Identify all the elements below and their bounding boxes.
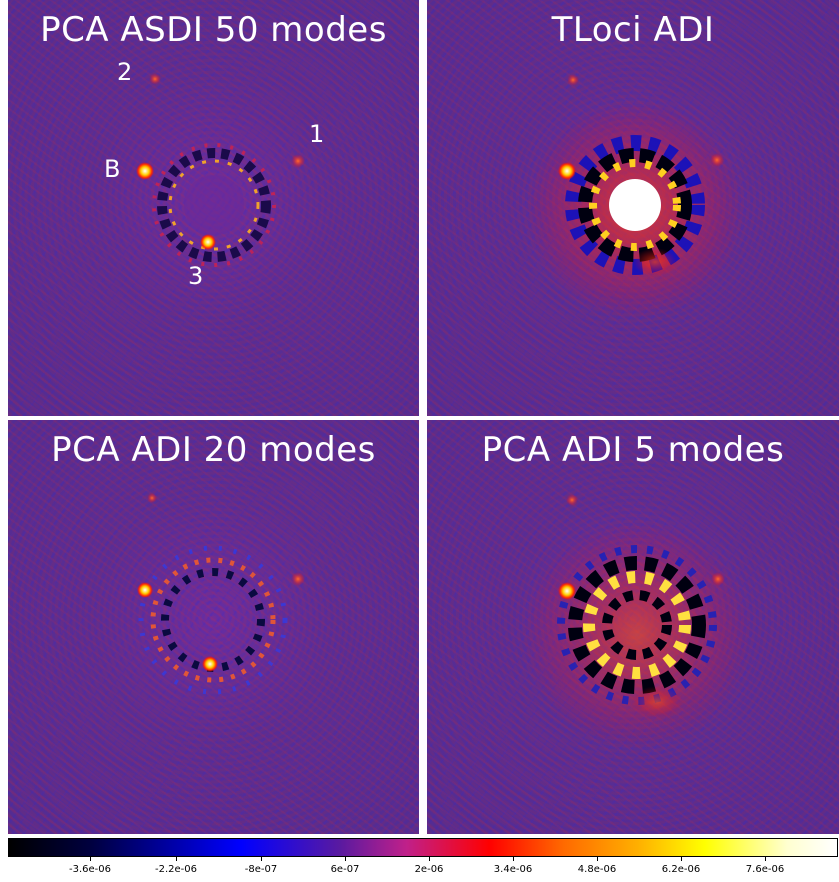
panel-title: TLoci ADI [551, 10, 715, 50]
colorbar-ticks: -3.6e-06 -2.2e-06 -8e-07 6e-07 2e-06 3.4… [8, 857, 838, 882]
panel-title: PCA ADI 20 modes [51, 430, 376, 470]
candidate-label-3: 3 [188, 262, 204, 290]
tick-label: -3.6e-06 [69, 864, 111, 875]
panel-title: PCA ADI 5 modes [481, 430, 785, 470]
image-noise [8, 420, 419, 834]
panel-pca-adi-5: PCA ADI 5 modes [427, 420, 839, 834]
tick-label: 2e-06 [414, 864, 444, 875]
candidate-2-dot [149, 73, 161, 85]
tick-label: 7.6e-06 [745, 864, 785, 875]
tick [429, 857, 430, 861]
tick [345, 857, 346, 861]
tick [681, 857, 682, 861]
tick [176, 857, 177, 861]
colorbar [8, 838, 838, 857]
panel-pca-asdi-50: PCA ASDI 50 modes 2 1 B 3 [8, 0, 419, 416]
speckle-field [136, 73, 305, 267]
tick-label: -2.2e-06 [155, 864, 197, 875]
tick [597, 857, 598, 861]
panel-pca-adi-20: PCA ADI 20 modes [8, 420, 419, 834]
speckle-field [525, 74, 745, 320]
central-mask [609, 179, 661, 231]
tick-label: 4.8e-06 [577, 864, 617, 875]
tick-label: -8e-07 [244, 864, 278, 875]
speckle-field [522, 494, 752, 750]
tick-label: 6.2e-06 [661, 864, 701, 875]
image-background [8, 420, 419, 834]
candidate-label-1: 1 [309, 120, 325, 148]
candidate-1-dot [291, 154, 305, 168]
candidate-3-dot [200, 234, 216, 250]
tick-label: 6e-07 [330, 864, 360, 875]
speckle-field [137, 493, 305, 695]
panel-title: PCA ASDI 50 modes [40, 10, 387, 50]
companion-b-dot [136, 162, 154, 180]
tick [513, 857, 514, 861]
panel-tloci-adi: TLoci ADI [427, 0, 839, 416]
tick [261, 857, 262, 861]
candidate-label-2: 2 [117, 58, 133, 86]
companion-label-b: B [104, 155, 121, 183]
tick [765, 857, 766, 861]
tick-label: 3.4e-06 [493, 864, 533, 875]
tick [90, 857, 91, 861]
